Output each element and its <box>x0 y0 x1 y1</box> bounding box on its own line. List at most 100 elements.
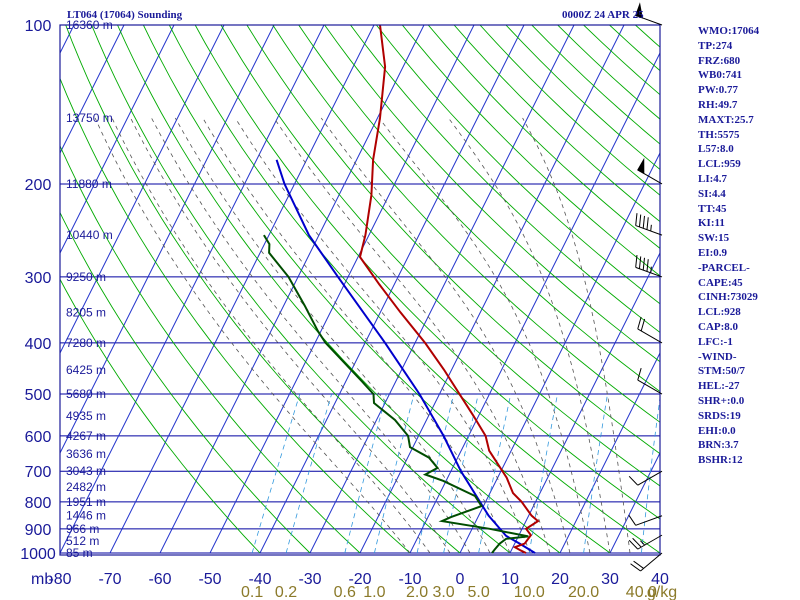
parcel-trace <box>275 159 536 554</box>
pressure-tick-label: 600 <box>25 429 52 446</box>
height-label: 966 m <box>66 522 99 536</box>
height-label: 3043 m <box>66 464 106 478</box>
temperature-tick-label: 10 <box>501 571 519 588</box>
temperature-tick-label: 0 <box>456 571 465 588</box>
dry-adiabat <box>453 25 660 223</box>
dry-adiabat <box>401 25 660 277</box>
stability-indices-panel: WMO:17064 TP:274 FRZ:680 WB0:741 PW:0.77 RH:4… <box>698 24 759 468</box>
temperature-tick-label: 30 <box>601 571 619 588</box>
height-label: 1446 m <box>66 509 106 523</box>
isotherm-line <box>359 25 625 554</box>
pressure-tick-label: 200 <box>25 177 52 194</box>
height-label: 1951 m <box>66 495 106 509</box>
index-line: -WIND- <box>698 350 737 363</box>
index-line: HEL:-27 <box>698 380 740 393</box>
height-label: 512 m <box>66 534 99 548</box>
dry-adiabat <box>246 25 660 455</box>
dry-adiabat <box>479 25 660 196</box>
mixing-ratio-line <box>416 394 455 554</box>
dry-adiabat <box>220 25 660 487</box>
index-line: SRDS:19 <box>698 409 741 422</box>
pressure-tick-label: 400 <box>25 336 52 353</box>
index-line: WMO:17064 <box>698 25 760 37</box>
dry-adiabat <box>298 25 660 393</box>
height-label: 4267 m <box>66 429 106 443</box>
dry-adiabat <box>142 25 611 554</box>
temperature-tick-label: -60 <box>148 571 171 588</box>
plot-frame <box>59 24 661 556</box>
pressure-unit-label: mb <box>31 571 53 588</box>
height-label: 5680 m <box>66 387 106 401</box>
index-line: PW:0.77 <box>698 84 739 97</box>
index-line: CAP:8.0 <box>698 320 739 333</box>
index-line: SW:15 <box>698 232 730 245</box>
moist-adiabat <box>273 117 551 554</box>
wind-barb <box>628 470 663 486</box>
mixing-ratio-label: 0.6 <box>334 584 356 600</box>
index-line: TT:45 <box>698 202 727 215</box>
height-label: 3636 m <box>66 447 106 461</box>
dry-adiabat <box>272 25 660 423</box>
index-line: SHR+:0.0 <box>698 394 745 407</box>
mixing-ratio-line <box>251 393 301 554</box>
height-label: 16360 m <box>66 18 113 32</box>
index-line: LCL:959 <box>698 158 741 171</box>
mixing-ratio-label: 5.0 <box>467 584 489 600</box>
index-line: CAPE:45 <box>698 276 743 289</box>
isotherm-line <box>459 151 660 554</box>
moist-adiabat <box>130 117 451 554</box>
dry-adiabat <box>194 25 660 520</box>
moist-adiabat <box>378 117 591 554</box>
dry-adiabat <box>60 278 261 554</box>
index-line: -PARCEL- <box>698 261 750 274</box>
isotherm-line <box>60 25 325 554</box>
index-line: LCL:928 <box>698 306 741 319</box>
mixing-ratio-unit-label: g/kg <box>647 584 677 600</box>
height-label: 10440 m <box>66 228 113 242</box>
moist-adiabat <box>202 117 511 554</box>
dry-adiabat <box>557 25 660 120</box>
isotherm-line <box>509 251 660 554</box>
isotherm-line <box>60 25 175 255</box>
mixing-ratio-label: 3.0 <box>432 584 454 600</box>
mixing-ratio-line <box>344 393 387 554</box>
index-line: LI:4.7 <box>698 172 728 185</box>
height-label: 11880 m <box>66 177 112 191</box>
index-line: TP:274 <box>698 39 733 52</box>
moist-adiabat <box>522 117 631 554</box>
isotherm-line <box>60 25 225 355</box>
mixing-ratio-label: 40.0 <box>626 584 657 600</box>
mixing-ratio-label: 0.1 <box>241 584 263 600</box>
height-label: 4935 m <box>66 409 106 423</box>
sounding-title: LT064 (17064) Sounding <box>67 9 183 21</box>
mixing-ratio-line <box>285 393 332 554</box>
mixing-ratio-line <box>374 394 415 554</box>
temperature-tick-label: 20 <box>551 571 569 588</box>
moist-adiabat <box>320 117 571 554</box>
temperature-tick-label: -50 <box>198 571 221 588</box>
temperature-tick-label: 40 <box>651 571 669 588</box>
wind-barb <box>637 157 663 185</box>
isotherm-line <box>209 25 475 554</box>
dry-adiabat <box>117 25 561 554</box>
dry-adiabat <box>60 144 361 554</box>
dry-adiabat <box>60 211 311 554</box>
isotherm-line <box>259 25 525 554</box>
mixing-ratio-label: 0.2 <box>275 584 297 600</box>
dry-adiabat <box>65 25 461 554</box>
index-line: TH:5575 <box>698 128 740 141</box>
height-label: 2482 m <box>66 480 106 494</box>
height-label: 6425 m <box>66 363 106 377</box>
pressure-tick-label: 800 <box>25 495 52 512</box>
index-line: EI:0.9 <box>698 246 728 259</box>
wind-barb <box>637 316 663 344</box>
sounding-time: 0000Z 24 APR 25 <box>562 9 644 21</box>
isotherm-line <box>60 25 275 455</box>
index-line: FRZ:680 <box>698 54 741 67</box>
dry-adiabat <box>91 25 511 554</box>
wind-barb <box>637 368 663 395</box>
temperature-trace <box>358 25 540 554</box>
mixing-ratio-line <box>443 394 479 554</box>
pressure-tick-label: 100 <box>25 18 52 35</box>
isotherm-line <box>559 351 660 554</box>
